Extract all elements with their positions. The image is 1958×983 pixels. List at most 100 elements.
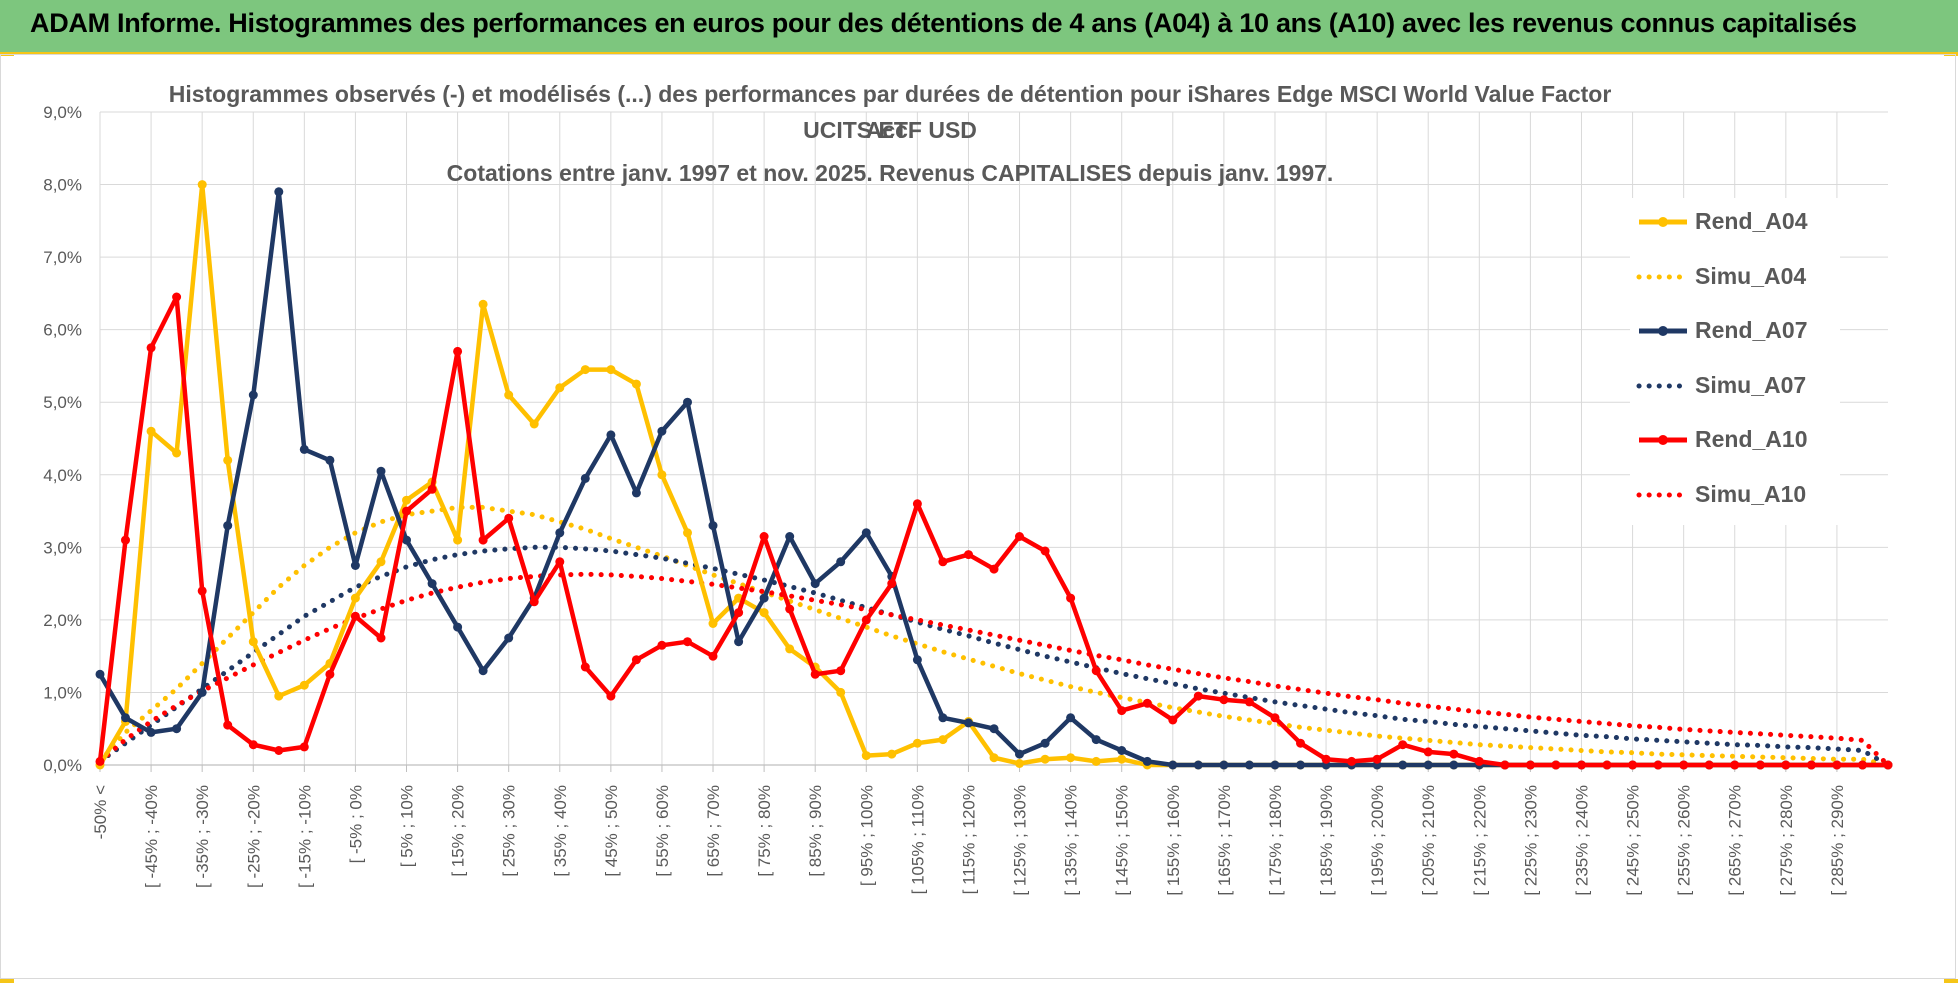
data-point <box>1704 760 1714 770</box>
data-point <box>350 611 360 621</box>
data-point <box>1040 738 1050 748</box>
data-point <box>1474 756 1484 766</box>
x-tick-label: [ 35% ; 40% <box>551 785 570 877</box>
data-point <box>1832 760 1842 770</box>
data-point <box>1679 760 1689 770</box>
data-point <box>836 687 846 697</box>
legend-swatch-marker <box>1658 217 1668 227</box>
data-point <box>274 746 284 755</box>
data-point <box>938 735 948 745</box>
data-point <box>1244 697 1254 707</box>
data-point <box>631 655 641 665</box>
data-point <box>223 720 233 730</box>
y-tick-label: 7,0% <box>43 248 82 267</box>
legend-item: Simu_A04 <box>1630 253 1840 308</box>
y-tick-label: 2,0% <box>43 611 82 630</box>
data-point <box>1296 738 1305 748</box>
x-tick-label: [ 65% ; 70% <box>704 785 723 877</box>
data-point <box>810 669 820 679</box>
data-point <box>1730 760 1740 770</box>
data-point <box>1168 760 1178 770</box>
data-point <box>402 535 411 545</box>
data-point <box>1193 691 1203 701</box>
data-point <box>1781 760 1791 770</box>
data-point <box>427 579 437 589</box>
data-point <box>350 593 360 603</box>
series-line-simu-a07 <box>97 544 1891 768</box>
series-line-rend-a07 <box>98 189 1888 768</box>
data-point <box>478 535 488 545</box>
data-point <box>299 680 309 690</box>
data-point <box>1449 760 1459 770</box>
data-point <box>1423 747 1433 757</box>
data-point <box>146 426 156 436</box>
data-point <box>1653 760 1663 770</box>
data-point <box>146 343 156 353</box>
data-point <box>504 633 514 643</box>
x-tick-label: [ 225% ; 230% <box>1521 785 1540 896</box>
data-point <box>427 484 437 494</box>
data-point <box>197 687 207 697</box>
legend-item: Rend_A04 <box>1630 198 1840 253</box>
data-point <box>606 365 616 375</box>
data-point <box>1142 698 1152 708</box>
data-point <box>172 448 182 458</box>
y-tick-label: 1,0% <box>43 683 82 702</box>
x-tick-label: [ 265% ; 270% <box>1726 785 1745 896</box>
data-point <box>1117 746 1127 755</box>
data-point <box>453 346 463 356</box>
data-point <box>555 528 565 538</box>
x-tick-label: [ 255% ; 260% <box>1675 785 1694 896</box>
chart-title-line-1: Histogrammes observés (-) et modélisés (… <box>168 81 1612 143</box>
corner-mark <box>0 979 14 983</box>
data-point <box>1602 760 1612 770</box>
legend-label: Rend_A10 <box>1695 426 1808 452</box>
data-point <box>580 473 590 483</box>
data-point <box>376 466 386 476</box>
data-point <box>1423 760 1433 770</box>
x-tick-label: [ 75% ; 80% <box>755 785 774 877</box>
data-point <box>1398 740 1408 750</box>
x-tick-label: [ 55% ; 60% <box>653 785 672 877</box>
data-point <box>555 557 565 567</box>
data-point <box>95 669 105 679</box>
data-point <box>350 561 360 570</box>
data-point <box>580 365 590 375</box>
data-point <box>1883 760 1893 770</box>
x-tick-label: [ 165% ; 170% <box>1215 785 1234 896</box>
x-tick-label: [ -25% ; -20% <box>244 785 263 888</box>
data-point <box>1091 756 1101 766</box>
chart-legend: Rend_A04 Simu_A04 Rend_A07 Simu_A07 Rend_A10… <box>1630 198 1840 525</box>
data-point <box>325 669 335 679</box>
x-tick-label: [ 205% ; 210% <box>1419 785 1438 896</box>
legend-label: Simu_A07 <box>1695 371 1807 398</box>
data-point <box>887 749 897 759</box>
data-point <box>785 604 795 614</box>
data-point <box>1219 695 1229 705</box>
data-point <box>836 666 846 676</box>
y-tick-label: 9,0% <box>43 103 82 122</box>
x-tick-label: [ 235% ; 240% <box>1572 785 1591 896</box>
x-tick-label: [ 185% ; 190% <box>1317 785 1336 896</box>
data-point <box>1628 760 1638 770</box>
data-point <box>1015 749 1024 759</box>
data-point <box>1321 754 1331 764</box>
x-tick-label: [ 195% ; 200% <box>1368 785 1387 896</box>
data-point <box>504 513 514 523</box>
x-tick-label: -50% < <box>91 785 110 839</box>
data-point <box>274 187 284 197</box>
legend-item: Rend_A07 <box>1630 307 1840 362</box>
chart-title-line-2: Acc. <box>865 117 915 143</box>
x-tick-label: [ 95% ; 100% <box>857 785 876 886</box>
data-point <box>989 724 999 734</box>
chart-frame <box>0 54 1956 979</box>
legend-label: Simu_A04 <box>1695 262 1807 289</box>
data-point <box>1015 759 1024 768</box>
data-point <box>1066 593 1076 603</box>
x-tick-label: [ 285% ; 290% <box>1828 785 1847 896</box>
data-point <box>606 691 616 701</box>
data-point <box>989 753 999 763</box>
y-tick-label: 3,0% <box>43 538 82 557</box>
data-point <box>146 727 156 737</box>
data-point <box>121 713 130 723</box>
